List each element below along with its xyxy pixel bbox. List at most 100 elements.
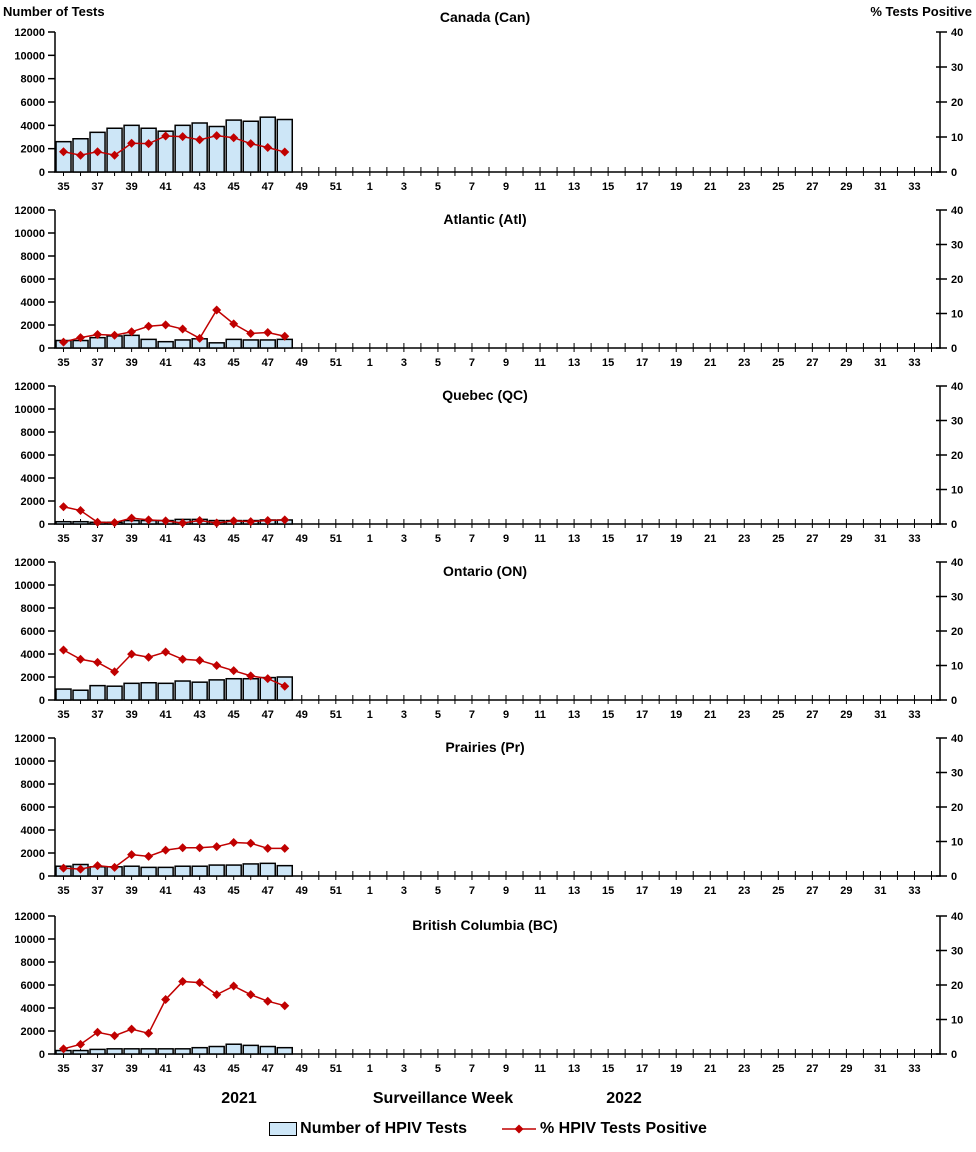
bar-week-46	[242, 1044, 259, 1055]
x-tick-label: 5	[435, 533, 441, 545]
x-tick-label: 35	[57, 885, 69, 897]
x-tick-label: 51	[330, 885, 342, 897]
positivity-point-week-45	[229, 516, 239, 526]
y-right-tick-label: 0	[951, 167, 957, 179]
bar-week-44	[208, 125, 225, 173]
bar-week-40	[140, 682, 157, 701]
positivity-point-week-39	[127, 649, 137, 659]
x-tick-label: 15	[602, 357, 614, 369]
x-tick-label: 37	[91, 533, 103, 545]
positivity-point-week-46	[246, 139, 256, 149]
y-right-tick-label: 10	[951, 837, 963, 849]
y-left-tick-label: 0	[39, 167, 45, 179]
x-tick-label: 21	[704, 181, 716, 193]
bar-week-37	[89, 336, 106, 349]
x-tick-label: 51	[330, 709, 342, 721]
x-tick-label: 25	[772, 1063, 784, 1075]
x-tick-label: 47	[262, 357, 274, 369]
x-tick-label: 1	[367, 709, 373, 721]
y-right-tick-label: 30	[951, 946, 963, 958]
legend-bar-swatch	[269, 1122, 298, 1136]
x-tick-label: 1	[367, 1063, 373, 1075]
x-tick-label: 29	[840, 533, 852, 545]
bar-week-46	[242, 863, 259, 877]
y-left-tick-label: 4000	[21, 297, 45, 309]
x-tick-label: 9	[503, 709, 509, 721]
x-tick-label: 19	[670, 885, 682, 897]
y-left-tick-label: 10000	[14, 756, 45, 768]
x-tick-label: 25	[772, 885, 784, 897]
x-tick-label: 19	[670, 533, 682, 545]
y-left-tick-label: 4000	[21, 825, 45, 837]
x-tick-label: 17	[636, 709, 648, 721]
bar-week-38	[106, 685, 123, 701]
x-tick-label: 31	[874, 533, 886, 545]
x-tick-label: 27	[806, 533, 818, 545]
x-tick-label: 7	[469, 1063, 475, 1075]
positivity-point-week-39	[127, 850, 137, 860]
y-left-tick-label: 2000	[21, 848, 45, 860]
bar-week-43	[191, 681, 208, 701]
y-left-tick-label: 4000	[21, 1003, 45, 1015]
positivity-point-week-44	[212, 842, 222, 852]
x-tick-label: 5	[435, 885, 441, 897]
y-left-tick-label: 4000	[21, 473, 45, 485]
y-left-tick-label: 0	[39, 695, 45, 707]
positivity-point-week-45	[229, 666, 239, 676]
bar-week-40	[140, 338, 157, 349]
y-right-tick-label: 40	[951, 27, 963, 39]
y-left-tick-label: 10000	[14, 50, 45, 62]
x-tick-label: 39	[125, 181, 137, 193]
y-left-tick-label: 6000	[21, 274, 45, 286]
bar-week-46	[242, 677, 259, 701]
bar-week-43	[191, 865, 208, 877]
positivity-point-week-42	[178, 977, 188, 987]
positivity-point-week-36	[76, 1039, 86, 1049]
x-tick-label: 1	[367, 885, 373, 897]
bar-week-48	[276, 864, 294, 877]
y-left-tick-label: 0	[39, 1049, 45, 1061]
y-right-tick-label: 20	[951, 802, 963, 814]
positivity-point-week-43	[195, 333, 205, 343]
y-right-tick-label: 0	[951, 871, 957, 883]
x-tick-label: 27	[806, 709, 818, 721]
x-tick-label: 39	[125, 357, 137, 369]
x-tick-label: 23	[738, 1063, 750, 1075]
bar-week-41	[157, 682, 174, 701]
positivity-point-week-37	[93, 147, 103, 157]
y-right-tick-label: 10	[951, 485, 963, 497]
bar-week-37	[89, 684, 106, 701]
positivity-point-week-36	[76, 506, 86, 516]
positivity-point-week-47	[263, 327, 273, 337]
bar-week-44	[208, 864, 225, 877]
bar-week-39	[123, 334, 140, 349]
y-left-tick-label: 8000	[21, 603, 45, 615]
y-right-tick-label: 40	[951, 733, 963, 745]
positivity-point-week-39	[127, 1024, 137, 1034]
bar-week-40	[140, 1048, 157, 1055]
bar-week-41	[157, 866, 174, 877]
x-tick-label: 41	[160, 357, 172, 369]
positivity-point-week-38	[110, 862, 120, 872]
legend-item-positive: % HPIV Tests Positive	[501, 1120, 707, 1138]
x-tick-label: 11	[534, 1063, 546, 1075]
positivity-point-week-42	[178, 843, 188, 853]
x-tick-label: 1	[367, 181, 373, 193]
bar-week-45	[225, 1043, 242, 1055]
x-tick-label: 39	[125, 885, 137, 897]
x-tick-label: 37	[91, 709, 103, 721]
bar-week-44	[208, 342, 225, 349]
positivity-point-week-36	[76, 864, 86, 874]
y-left-tick-label: 8000	[21, 957, 45, 969]
x-tick-label: 3	[401, 181, 407, 193]
positivity-point-week-41	[161, 320, 171, 330]
x-tick-label: 47	[262, 533, 274, 545]
x-tick-label: 31	[874, 181, 886, 193]
bar-week-47	[259, 339, 276, 349]
x-tick-label: 21	[704, 885, 716, 897]
x-tick-label: 37	[91, 181, 103, 193]
bar-week-42	[174, 1048, 191, 1055]
